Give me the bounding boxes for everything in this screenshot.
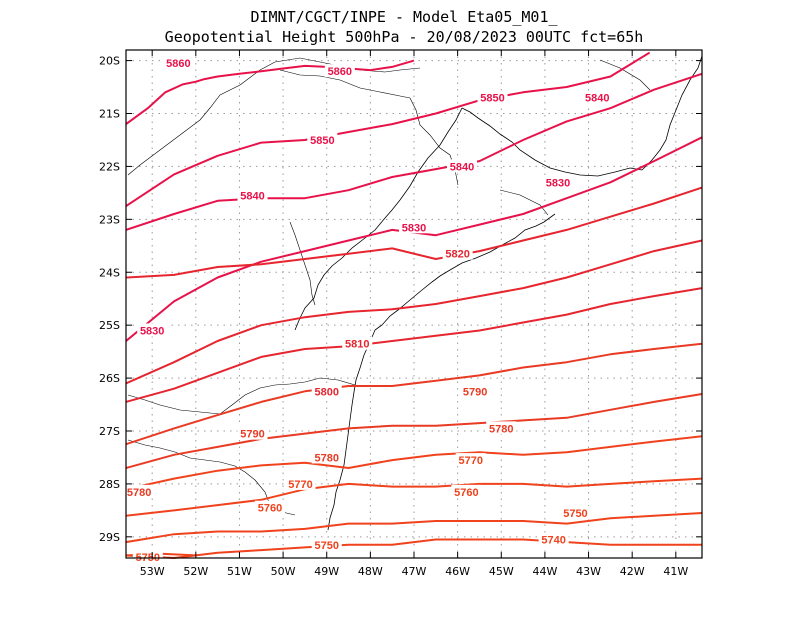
contour-label: 5770	[288, 479, 312, 491]
contour-label-bg	[324, 64, 355, 78]
contour-label-bg	[477, 90, 508, 104]
contour-label: 5860	[328, 66, 352, 78]
contour-label: 5760	[258, 503, 282, 515]
x-tick-label: 51W	[227, 565, 252, 578]
contour-label: 5750	[563, 508, 587, 520]
contour-label-bg	[163, 56, 194, 70]
contour-label-bg	[132, 549, 163, 563]
y-tick-label: 28S	[99, 478, 120, 491]
contour-label: 5830	[140, 325, 164, 337]
contour-label: 5840	[585, 93, 609, 105]
contour-label: 5830	[402, 222, 426, 234]
contour-label-bg	[543, 175, 573, 189]
y-tick-label: 29S	[99, 531, 120, 544]
x-tick-label: 44W	[532, 565, 557, 578]
contour-label: 5840	[240, 191, 264, 203]
contour-5790	[125, 342, 703, 446]
contour-label-bg	[486, 421, 517, 435]
chart-title-line-2: Geopotential Height 500hPa - 20/08/2023 …	[165, 28, 644, 46]
contour-label-bg	[447, 159, 477, 173]
contour-label-bg	[311, 537, 342, 551]
x-tick-label: 53W	[140, 565, 165, 578]
contour-label: 5780	[489, 423, 513, 435]
contour-label: 5780	[314, 452, 338, 464]
contour-5840	[125, 72, 703, 231]
contour-label: 5790	[463, 386, 487, 398]
contour-label: 5770	[458, 455, 482, 467]
contour-5780	[125, 393, 703, 469]
contour-label-bg	[311, 384, 342, 398]
contour-label: 5850	[480, 93, 504, 105]
x-axis-ticks: 53W 52W 51W 50W 49W 48W 47W 46W 45W 44W 43W 42W 41W	[140, 50, 688, 578]
contour-5850	[125, 51, 651, 207]
contour-label-bg	[311, 450, 342, 464]
contour-label-bg	[399, 220, 429, 234]
contour-5770	[125, 435, 703, 491]
y-tick-label: 21S	[99, 108, 120, 121]
contour-label-bg	[307, 132, 338, 146]
x-tick-label: 52W	[183, 565, 208, 578]
contour-label: 5790	[240, 429, 264, 441]
x-tick-label: 49W	[314, 565, 339, 578]
contour-label: 5740	[541, 534, 565, 546]
contour-5800	[125, 287, 703, 403]
y-tick-label: 24S	[99, 266, 120, 279]
contour-label-bg	[582, 90, 613, 104]
contour-label-bg	[255, 500, 285, 514]
contour-label-bg	[342, 336, 373, 350]
x-tick-label: 42W	[620, 565, 645, 578]
x-tick-label: 45W	[489, 565, 514, 578]
contour-5740	[125, 538, 702, 559]
contour-5760	[125, 477, 703, 517]
contour-label-bg	[451, 484, 482, 498]
contour-label: 5850	[310, 135, 334, 147]
contour-label-bg	[538, 532, 569, 546]
contour-5750	[125, 512, 703, 544]
state-borders	[127, 57, 651, 516]
contour-labels: 5860 5860 5850 5850 5840 5840 5840 5830 5830 5830…	[124, 56, 613, 564]
contour-label-bg	[237, 188, 268, 202]
x-tick-label: 50W	[271, 565, 296, 578]
contour-label: 5800	[314, 386, 338, 398]
y-tick-label: 27S	[99, 425, 120, 438]
contour-label: 5780	[127, 487, 151, 499]
contour-label: 5830	[546, 177, 570, 189]
contour-label-bg	[237, 426, 268, 440]
y-axis-ticks: 20S 21S 22S 23S 24S 25S 26S 27S 28S 29S	[99, 55, 702, 544]
contour-label: 5820	[445, 249, 469, 261]
x-tick-label: 47W	[402, 565, 427, 578]
contour-label: 5860	[166, 58, 190, 70]
height-contours	[125, 51, 703, 559]
x-tick-label: 46W	[445, 565, 470, 578]
y-tick-label: 26S	[99, 372, 120, 385]
x-tick-label: 43W	[576, 565, 601, 578]
contour-label-bg	[442, 246, 473, 260]
gridlines	[126, 50, 702, 558]
contour-label: 5840	[450, 161, 474, 173]
contour-label: 5810	[345, 339, 369, 351]
contour-label-bg	[285, 476, 316, 490]
chart-title-line-1: DIMNT/CGCT/INPE - Model Eta05_M01_	[250, 8, 558, 26]
coastline-and-borders	[127, 55, 703, 531]
x-tick-label: 48W	[358, 565, 383, 578]
coastline	[294, 55, 703, 531]
x-tick-label: 41W	[663, 565, 688, 578]
y-tick-label: 22S	[99, 160, 120, 173]
y-tick-label: 25S	[99, 319, 120, 332]
contour-5810	[125, 239, 703, 385]
contour-label-bg	[560, 506, 591, 520]
contour-label: 5760	[454, 487, 478, 499]
y-tick-label: 23S	[99, 213, 120, 226]
contour-label: 5750	[314, 540, 338, 552]
contour-label-bg	[137, 323, 168, 337]
contour-label-bg	[460, 384, 491, 398]
y-tick-label: 20S	[99, 55, 120, 68]
contour-label-bg	[455, 453, 486, 467]
contour-5860	[125, 59, 415, 125]
contour-label-bg	[124, 484, 155, 498]
contour-5820	[125, 186, 703, 279]
